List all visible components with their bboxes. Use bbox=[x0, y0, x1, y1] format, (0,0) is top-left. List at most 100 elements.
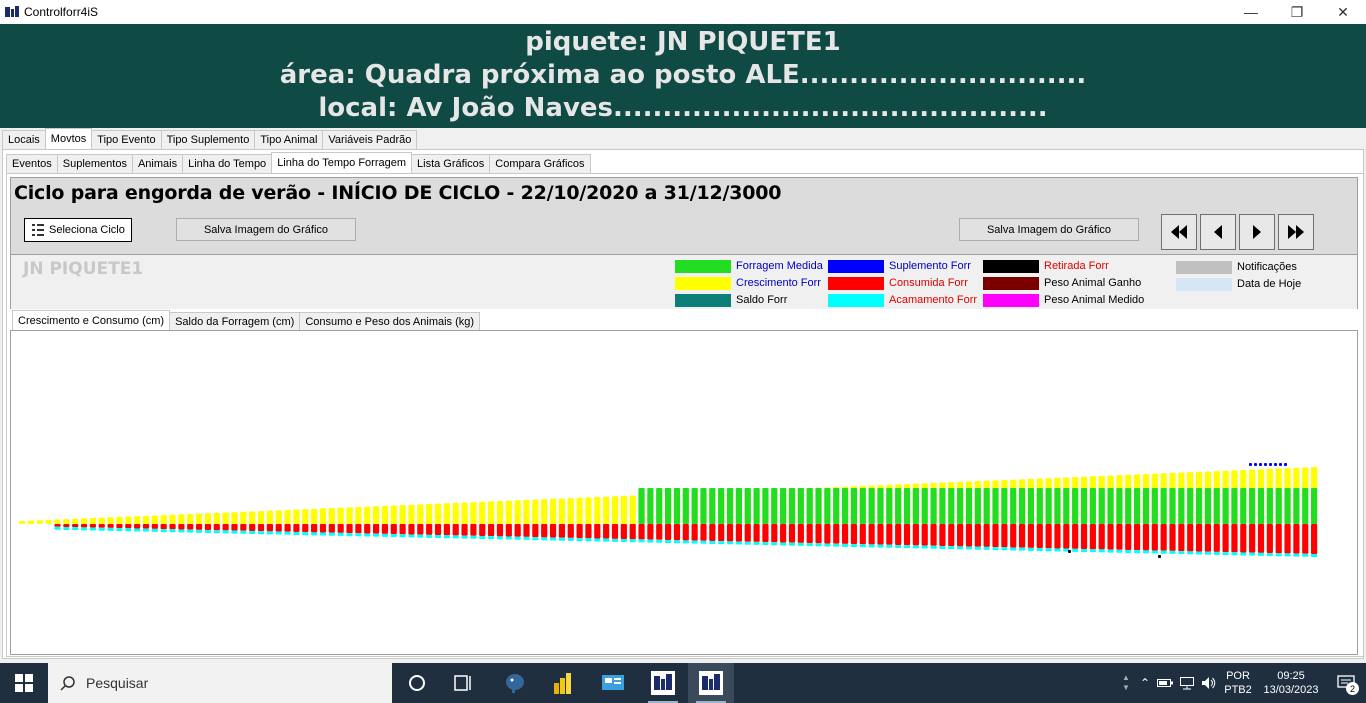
volume-button[interactable] bbox=[1198, 676, 1220, 690]
network-button[interactable] bbox=[1176, 676, 1198, 690]
consumed-bar bbox=[638, 524, 645, 540]
subtab-linha-do-tempo-forragem[interactable]: Linha do Tempo Forragem bbox=[271, 152, 413, 173]
consumed-bar bbox=[1072, 524, 1079, 549]
lodging-bar bbox=[532, 537, 539, 541]
scroll-arrows[interactable]: ▲ ▼ bbox=[1122, 663, 1132, 703]
measured-forage-bar bbox=[1036, 488, 1043, 524]
first-button[interactable] bbox=[1161, 214, 1197, 250]
lodging-bar bbox=[611, 538, 619, 542]
consumed-bar bbox=[266, 524, 273, 532]
supplement-point bbox=[1264, 463, 1267, 466]
taskbar-app-controlforr[interactable] bbox=[640, 663, 686, 703]
lodging-bar bbox=[204, 530, 212, 534]
consumed-bar bbox=[611, 524, 619, 539]
legend-swatch bbox=[675, 259, 731, 273]
select-cycle-label: Seleciona Ciclo bbox=[49, 224, 125, 236]
next-icon bbox=[1253, 225, 1261, 239]
lodging-bar bbox=[1213, 551, 1220, 555]
taskbar-app-powerbi[interactable] bbox=[540, 663, 586, 703]
consumed-bar bbox=[806, 524, 813, 544]
battery-button[interactable] bbox=[1154, 678, 1176, 688]
lodging-bar bbox=[1151, 550, 1158, 554]
show-hidden-icons-button[interactable]: ⌃ bbox=[1136, 676, 1154, 690]
subtab-linha-do-tempo[interactable]: Linha do Tempo bbox=[182, 154, 273, 173]
select-cycle-button[interactable]: Seleciona Ciclo bbox=[24, 218, 132, 242]
clock[interactable]: 09:25 13/03/2023 bbox=[1256, 669, 1326, 697]
growth-bar bbox=[89, 518, 96, 524]
lodging-bar bbox=[939, 545, 946, 549]
growth-bar bbox=[151, 515, 158, 524]
subtab-compara-graficos[interactable]: Compara Gráficos bbox=[489, 154, 591, 173]
removal-point bbox=[1068, 550, 1071, 553]
measured-forage-bar bbox=[673, 488, 681, 524]
legend-label: Data de Hoje bbox=[1237, 278, 1302, 290]
lodging-bar bbox=[160, 529, 167, 533]
subtab-animais[interactable]: Animais bbox=[131, 154, 184, 173]
tab-movtos[interactable]: Movtos bbox=[44, 128, 93, 149]
tab-tipo-suplemento[interactable]: Tipo Suplemento bbox=[160, 130, 256, 149]
start-button[interactable] bbox=[0, 663, 48, 703]
consumed-bar bbox=[1257, 524, 1265, 553]
growth-bar bbox=[107, 517, 114, 524]
chart-tab-saldo-da-forragem-cm[interactable]: Saldo da Forragem (cm) bbox=[169, 312, 301, 330]
notifications-button[interactable]: 2 bbox=[1326, 663, 1366, 703]
lodging-bar bbox=[691, 540, 698, 544]
lodging-bar bbox=[886, 544, 893, 548]
save-chart-image-button-2[interactable]: Salva Imagem do Gráfico bbox=[959, 218, 1139, 241]
measured-forage-bar bbox=[921, 488, 928, 524]
task-view-button[interactable] bbox=[440, 663, 486, 703]
consumed-bar bbox=[1018, 524, 1026, 548]
consumed-bar bbox=[850, 524, 858, 545]
tab-variaveis-padrao[interactable]: Variáveis Padrão bbox=[322, 130, 418, 149]
lodging-bar bbox=[134, 528, 141, 532]
growth-bar bbox=[169, 514, 176, 524]
cortana-button[interactable] bbox=[394, 663, 440, 703]
taskbar-search[interactable]: Pesquisar bbox=[48, 663, 392, 703]
subtab-eventos[interactable]: Eventos bbox=[6, 154, 58, 173]
consumed-bar bbox=[620, 524, 627, 540]
measured-forage-bar bbox=[903, 488, 911, 524]
supplement-point bbox=[1249, 463, 1252, 466]
lodging-bar bbox=[541, 537, 548, 541]
legend-label: Consumida Forr bbox=[889, 277, 968, 289]
taskbar-app-control-panel[interactable] bbox=[590, 663, 636, 703]
lodging-bar bbox=[806, 543, 813, 547]
cortana-icon bbox=[409, 675, 425, 691]
tab-tipo-animal[interactable]: Tipo Animal bbox=[254, 130, 324, 149]
legend-swatch bbox=[983, 259, 1039, 273]
growth-bar bbox=[302, 509, 309, 524]
language-indicator[interactable]: POR PTB2 bbox=[1220, 669, 1256, 697]
measured-forage-bar bbox=[1160, 488, 1167, 524]
growth-bar bbox=[249, 511, 256, 524]
measured-forage-bar bbox=[1054, 488, 1061, 524]
next-button[interactable] bbox=[1239, 214, 1275, 250]
measured-forage-bar bbox=[912, 488, 919, 524]
minimize-icon: — bbox=[1244, 4, 1258, 20]
growth-bar bbox=[364, 506, 371, 524]
subtab-suplementos[interactable]: Suplementos bbox=[56, 154, 133, 173]
measured-forage-bar bbox=[1249, 488, 1256, 524]
measured-forage-bar bbox=[1142, 488, 1150, 524]
subtab-lista-graficos[interactable]: Lista Gráficos bbox=[411, 154, 491, 173]
close-button[interactable]: ✕ bbox=[1320, 0, 1366, 24]
minimize-button[interactable]: — bbox=[1228, 0, 1274, 24]
consumed-bar bbox=[1036, 524, 1043, 549]
maximize-button[interactable]: ❐ bbox=[1274, 0, 1320, 24]
chart-tab-consumo-e-peso-dos-animais-kg[interactable]: Consumo e Peso dos Animais (kg) bbox=[299, 312, 481, 330]
previous-button[interactable] bbox=[1200, 214, 1236, 250]
taskbar-app-pgadmin[interactable] bbox=[492, 663, 538, 703]
tab-locais[interactable]: Locais bbox=[2, 130, 46, 149]
measured-forage-bar bbox=[1231, 488, 1238, 524]
legend-item: Acamamento Forr bbox=[828, 293, 977, 307]
save-chart-image-button[interactable]: Salva Imagem do Gráfico bbox=[176, 218, 356, 241]
last-button[interactable] bbox=[1278, 214, 1314, 250]
chart-tab-crescimento-e-consumo-cm[interactable]: Crescimento e Consumo (cm) bbox=[12, 310, 171, 330]
legend-item: Saldo Forr bbox=[675, 293, 787, 307]
growth-bar bbox=[594, 496, 601, 524]
tab-tipo-evento[interactable]: Tipo Evento bbox=[91, 130, 162, 149]
consumed-bar bbox=[1293, 524, 1300, 554]
consumed-bar bbox=[364, 524, 371, 534]
consumed-bar bbox=[142, 524, 150, 529]
taskbar-app-controlforr-active[interactable] bbox=[688, 663, 734, 703]
lodging-bar bbox=[54, 526, 61, 530]
